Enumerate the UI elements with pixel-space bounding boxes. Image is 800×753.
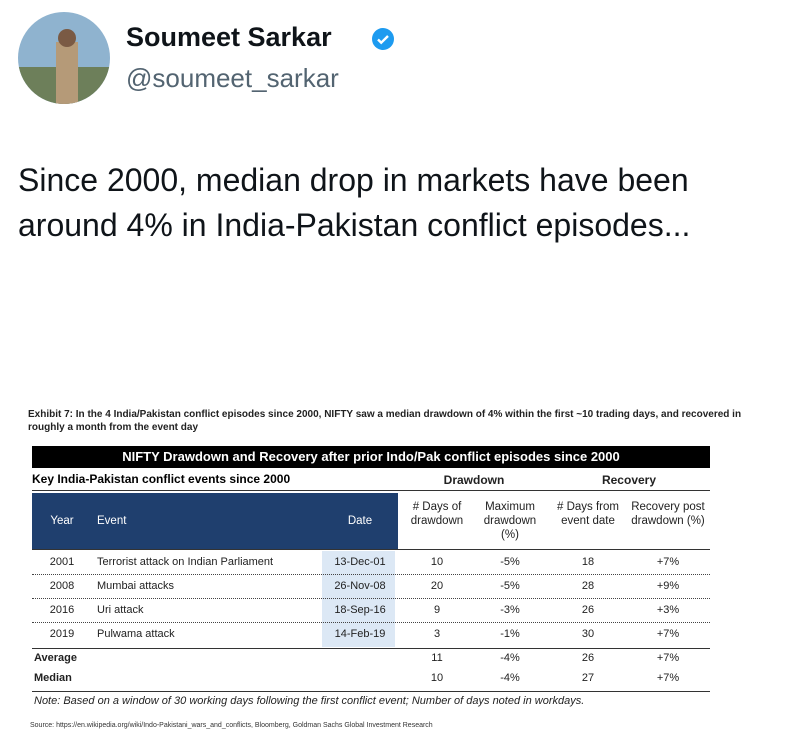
table-cell: -3% <box>500 604 520 616</box>
summary-cell: 27 <box>581 672 595 684</box>
table-cell: Terrorist attack on Indian Parliament <box>97 556 274 568</box>
table-cell: 13-Dec-01 <box>334 556 386 568</box>
summary-cell: 11 <box>431 652 443 664</box>
table-cell: 3 <box>433 628 441 640</box>
table-note: Note: Based on a window of 30 working da… <box>34 695 585 707</box>
table-cell: +7% <box>656 556 680 568</box>
table-cell: 2001 <box>49 556 75 568</box>
table-cell: +7% <box>656 628 680 640</box>
avatar[interactable] <box>18 12 110 104</box>
table-subheader: Key India-Pakistan conflict events since… <box>32 472 291 486</box>
table-cell: 26-Nov-08 <box>334 580 386 592</box>
table-cell: Uri attack <box>97 604 144 616</box>
table-cell: Pulwama attack <box>97 628 175 640</box>
summary-cell: 10 <box>430 672 444 684</box>
table-cell: 20 <box>430 580 444 592</box>
column-header: Date <box>347 515 373 527</box>
verified-badge <box>372 28 394 50</box>
table-cell: +3% <box>656 604 680 616</box>
date-highlight <box>322 551 395 647</box>
table-source: Source: https://en.wikipedia.org/wiki/In… <box>30 722 433 729</box>
table-cell: Mumbai attacks <box>97 580 175 592</box>
row-separator <box>32 598 710 599</box>
column-header: # Days from event date <box>557 501 619 527</box>
table-cell: 9 <box>433 604 441 616</box>
table-cell: 18-Sep-16 <box>334 604 386 616</box>
table-cell: 28 <box>581 580 595 592</box>
table-cell: 30 <box>581 628 595 640</box>
table-cell: 2019 <box>49 628 75 640</box>
exhibit-caption: Exhibit 7: In the 4 India/Pakistan confl… <box>28 409 742 433</box>
table-cell: -5% <box>500 556 520 568</box>
rule <box>32 490 710 491</box>
table-cell: 2016 <box>49 604 75 616</box>
column-header: # Days of drawdown <box>410 501 464 527</box>
table-cell: +9% <box>656 580 680 592</box>
summary-cell: +7% <box>656 652 680 664</box>
row-separator <box>32 574 710 575</box>
display-name[interactable]: Soumeet Sarkar <box>126 22 332 52</box>
column-header: Recovery post drawdown (%) <box>631 501 705 527</box>
rule <box>32 648 710 649</box>
rule <box>32 549 710 550</box>
summary-cell: -4% <box>500 652 520 664</box>
summary-label: Average <box>34 652 78 664</box>
summary-label: Median <box>34 672 72 684</box>
column-header: Year <box>50 515 74 527</box>
table-cell: 2008 <box>49 580 75 592</box>
table-cell: 10 <box>430 556 444 568</box>
rule <box>32 691 710 692</box>
group-header: Recovery <box>601 473 657 487</box>
summary-cell: 26 <box>581 652 595 664</box>
handle[interactable]: @soumeet_sarkar <box>126 63 339 93</box>
table-cell: -5% <box>500 580 520 592</box>
column-header: Event <box>97 515 127 527</box>
table-cell: 26 <box>581 604 595 616</box>
summary-cell: -4% <box>500 672 520 684</box>
table-cell: -1% <box>500 628 520 640</box>
table-cell: 18 <box>581 556 595 568</box>
summary-cell: +7% <box>656 672 680 684</box>
group-header: Drawdown <box>443 473 505 487</box>
table-title: NIFTY Drawdown and Recovery after prior … <box>32 446 710 468</box>
column-header: Maximum drawdown (%) <box>483 501 537 541</box>
row-separator <box>32 622 710 623</box>
header-block <box>32 493 398 549</box>
tweet-text: Since 2000, median drop in markets have … <box>18 162 691 243</box>
table-cell: 14-Feb-19 <box>334 628 386 640</box>
